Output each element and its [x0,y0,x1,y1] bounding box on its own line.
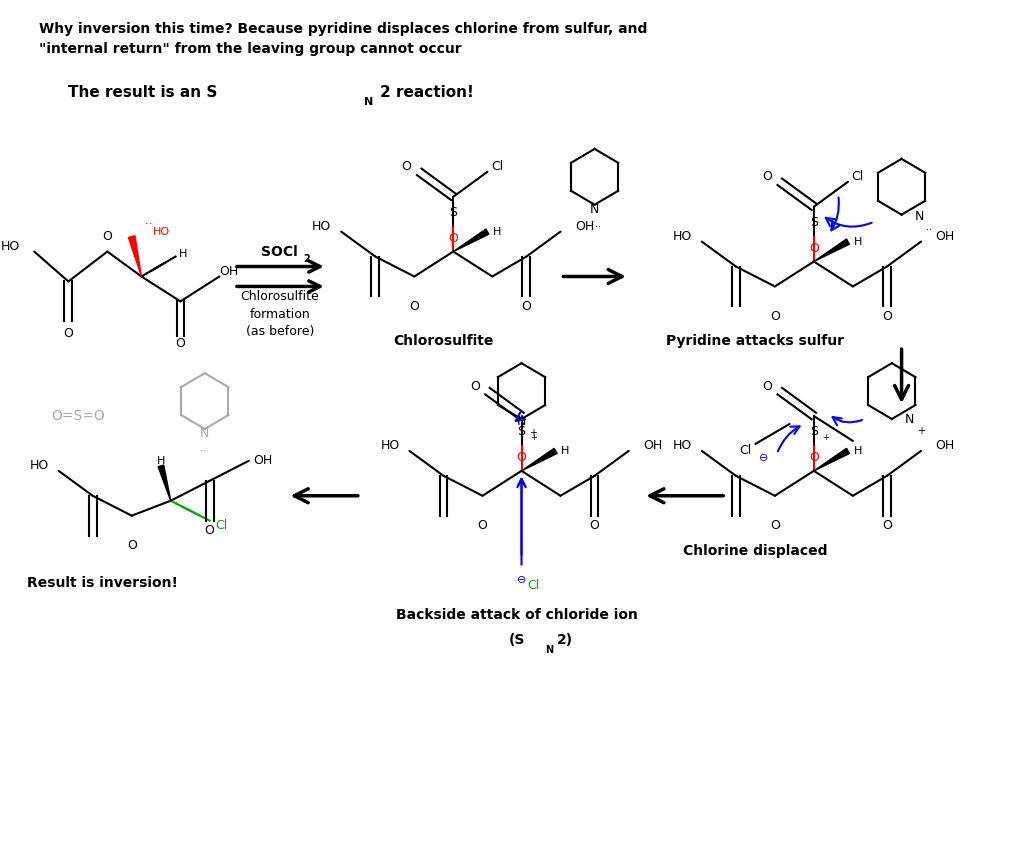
Text: O: O [589,519,599,532]
Text: The result is an S: The result is an S [68,85,217,100]
Text: O: O [882,310,892,323]
Polygon shape [814,448,849,471]
Polygon shape [521,448,557,471]
Text: "internal return" from the leaving group cannot occur: "internal return" from the leaving group… [40,42,461,56]
Text: N: N [904,413,914,426]
Text: O: O [401,161,411,173]
Text: Cl: Cl [215,519,228,532]
Text: O: O [478,519,488,532]
Text: HO: HO [312,220,331,233]
Text: 2 reaction!: 2 reaction! [380,85,474,100]
Text: OH: OH [643,439,662,453]
Text: N: N [364,97,373,107]
Polygon shape [814,239,849,261]
Text: O: O [770,310,780,323]
Text: HO: HO [673,230,692,243]
Text: O=S=O: O=S=O [51,409,105,423]
Text: ··: ·· [927,225,936,234]
Text: H: H [853,237,862,246]
Text: S: S [810,217,818,229]
Text: +: + [529,428,537,438]
Text: H: H [853,446,862,456]
Text: ··: ·· [145,218,156,228]
Text: ··: ·· [595,222,605,232]
Text: ··: ·· [200,446,209,456]
Text: N: N [914,210,924,223]
Text: 2): 2) [558,634,573,647]
Text: formation: formation [250,308,310,321]
Text: Chlorosulfite: Chlorosulfite [393,334,494,349]
Text: O: O [127,539,136,552]
Text: Cl: Cl [740,444,752,458]
Text: O: O [882,519,892,532]
Text: +: + [529,433,536,442]
Text: O: O [809,242,819,255]
Text: Chlorosulfite: Chlorosulfite [241,290,319,303]
Text: O: O [762,380,772,393]
Text: OH: OH [575,220,594,233]
Text: HO: HO [673,439,692,453]
Text: OH: OH [219,265,239,278]
Text: S: S [449,206,457,219]
Polygon shape [158,465,171,501]
Text: N: N [200,427,209,441]
Text: (S: (S [508,634,525,647]
Text: Cl: Cl [527,579,539,592]
Text: O: O [469,380,480,393]
Text: ⊖: ⊖ [759,453,768,463]
Polygon shape [453,229,489,251]
Text: O: O [770,519,780,532]
Text: H: H [561,446,570,456]
Text: N: N [545,645,553,656]
Text: Pyridine attacks sulfur: Pyridine attacks sulfur [666,334,844,349]
Text: O: O [205,525,214,537]
Text: O: O [409,299,420,313]
Text: H: H [179,249,187,259]
Text: O: O [103,230,113,243]
Text: O: O [762,170,772,184]
Text: N: N [517,415,526,427]
Text: Result is inversion!: Result is inversion! [27,576,178,591]
Text: (as before): (as before) [246,325,314,338]
Text: HO: HO [153,227,171,237]
Text: O: O [176,337,185,349]
Text: +: + [917,426,925,436]
Text: Cl: Cl [491,161,503,173]
Text: OH: OH [936,230,955,243]
Text: N: N [590,203,599,217]
Text: H: H [156,456,166,466]
Text: O: O [809,452,819,464]
Text: Why inversion this time? Because pyridine displaces chlorine from sulfur, and: Why inversion this time? Because pyridin… [40,22,647,36]
Text: O: O [448,232,458,245]
Text: Chlorine displaced: Chlorine displaced [683,544,828,558]
Text: O: O [63,327,73,340]
Text: ⊖: ⊖ [517,575,526,585]
Text: OH: OH [936,439,955,453]
Polygon shape [128,236,141,277]
Text: O: O [516,452,526,464]
Text: HO: HO [380,439,399,453]
Text: Cl: Cl [851,170,864,184]
Text: S: S [810,426,818,438]
Text: HO: HO [29,459,49,472]
Text: SOCl: SOCl [261,244,299,259]
Text: O: O [521,299,531,313]
Text: OH: OH [254,454,272,467]
Text: H: H [493,227,501,237]
Text: +: + [822,433,829,442]
Text: Backside attack of chloride ion: Backside attack of chloride ion [395,608,638,623]
Text: S: S [517,426,525,438]
Text: 2: 2 [304,254,311,264]
Text: HO: HO [0,240,19,253]
